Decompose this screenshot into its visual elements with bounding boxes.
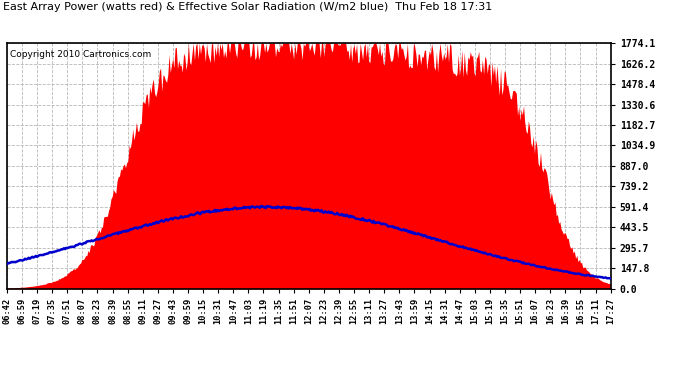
Text: East Array Power (watts red) & Effective Solar Radiation (W/m2 blue)  Thu Feb 18: East Array Power (watts red) & Effective… bbox=[3, 2, 493, 12]
Text: Copyright 2010 Cartronics.com: Copyright 2010 Cartronics.com bbox=[10, 51, 151, 60]
